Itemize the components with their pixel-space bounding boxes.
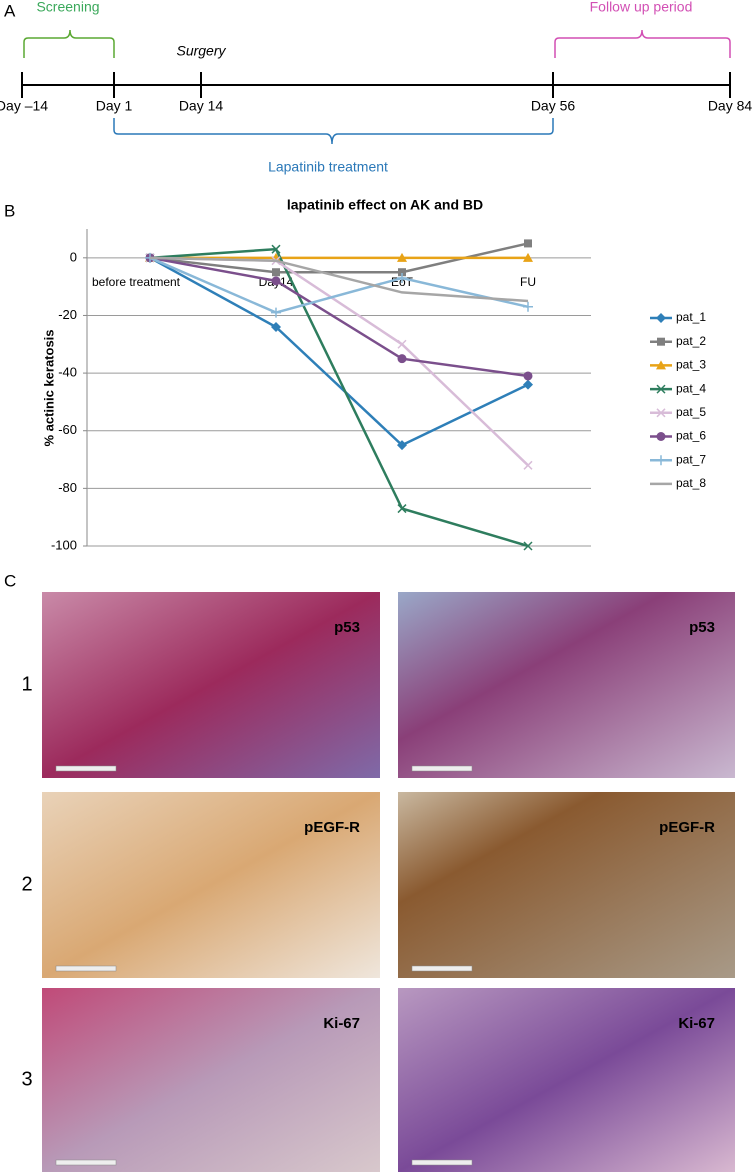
y-tick-label: -100 [51,537,77,552]
marker [523,460,533,470]
marker [523,301,533,312]
stain-label: p53 [689,619,715,636]
legend-item: pat_1 [650,310,706,324]
legend-label: pat_6 [676,429,706,443]
series-line [149,256,529,447]
legend-label: pat_7 [676,452,706,466]
marker [656,384,666,394]
treatment-label: Lapatinib treatment [268,159,388,175]
micrograph [42,592,380,778]
marker [656,360,666,370]
legend-item: pat_8 [650,476,706,490]
legend-item: pat_4 [650,381,706,395]
panel-label: A [4,1,16,20]
follow-up-label: Follow up period [590,0,693,15]
marker [523,371,533,381]
micrograph [42,988,380,1172]
marker [656,432,666,441]
scale-bar [55,765,117,772]
micrograph [42,792,380,978]
legend-label: pat_4 [676,381,706,395]
marker [397,252,407,262]
marker [397,339,407,349]
row-number: 1 [21,673,32,695]
legend-item: pat_3 [650,358,706,372]
marker [524,239,532,248]
series-line [149,247,529,548]
scale-bar [55,965,117,972]
micrograph [398,988,735,1172]
day-label: Day 84 [708,98,753,114]
legend-label: pat_2 [676,334,706,348]
scale-bar [55,1159,117,1166]
screening-brace [23,29,115,58]
marker [657,337,665,346]
legend-label: pat_3 [676,358,706,372]
marker [271,307,281,318]
marker [523,379,533,390]
day-label: Day 1 [96,98,133,114]
treatment-brace [113,118,554,145]
scale-bar [411,965,473,972]
series-line [149,256,529,303]
legend-item: pat_2 [650,334,706,348]
scale-bar [411,1159,473,1166]
marker [271,276,281,286]
day-label: Day –14 [0,98,48,114]
screening-label: Screening [36,0,99,15]
follow-up-brace [554,29,731,58]
stain-label: Ki-67 [678,1015,715,1032]
y-tick-label: -60 [58,422,77,437]
timeline-ticks [21,72,731,98]
marker [271,244,281,254]
marker [272,268,280,277]
marker [397,272,407,283]
y-tick-label: -80 [58,480,77,495]
micrograph [398,792,735,978]
row-number: 2 [21,873,32,895]
y-tick-label: -40 [58,365,77,380]
marker [397,504,407,514]
day-label: Day 14 [179,98,224,114]
marker [523,252,533,262]
stain-label: p53 [334,619,360,636]
x-tick-label: before treatment [92,275,181,289]
marker [656,455,666,466]
chart-title: lapatinib effect on AK and BD [287,197,483,213]
panel-label: B [4,201,15,220]
legend-label: pat_5 [676,405,706,419]
legend-label: pat_1 [676,310,706,324]
marker [397,440,407,451]
day-labels: Day –14 Day 1 Day 14 Day 56 Day 84 [0,98,752,114]
y-tick-label: 0 [70,249,77,264]
stain-label: Ki-67 [323,1015,360,1032]
x-tick-label: FU [520,275,536,289]
legend-label: pat_8 [676,476,706,490]
marker [398,268,406,277]
legend-item: pat_5 [650,405,706,419]
marker [523,541,533,551]
legend-item: pat_6 [650,429,706,443]
legend-item: pat_7 [650,452,706,466]
panel-label: C [4,571,16,590]
row-number: 3 [21,1068,32,1090]
surgery-label: Surgery [176,43,226,59]
y-tick-label: -20 [58,307,77,322]
marker [397,354,407,364]
micrograph [398,592,735,778]
scale-bar [411,765,473,772]
series-line [149,256,529,378]
y-axis-label: % actinic keratosis [41,329,56,446]
marker [271,321,281,332]
day-label: Day 56 [531,98,576,114]
stain-label: pEGF-R [304,819,360,836]
marker [656,408,666,418]
stain-label: pEGF-R [659,819,715,836]
micrographs: 1 p53 p53 2 pEGF-R pEGF-R 3 Ki-67 Ki-67 [21,592,735,1172]
marker [656,313,666,323]
series-line [149,256,529,314]
